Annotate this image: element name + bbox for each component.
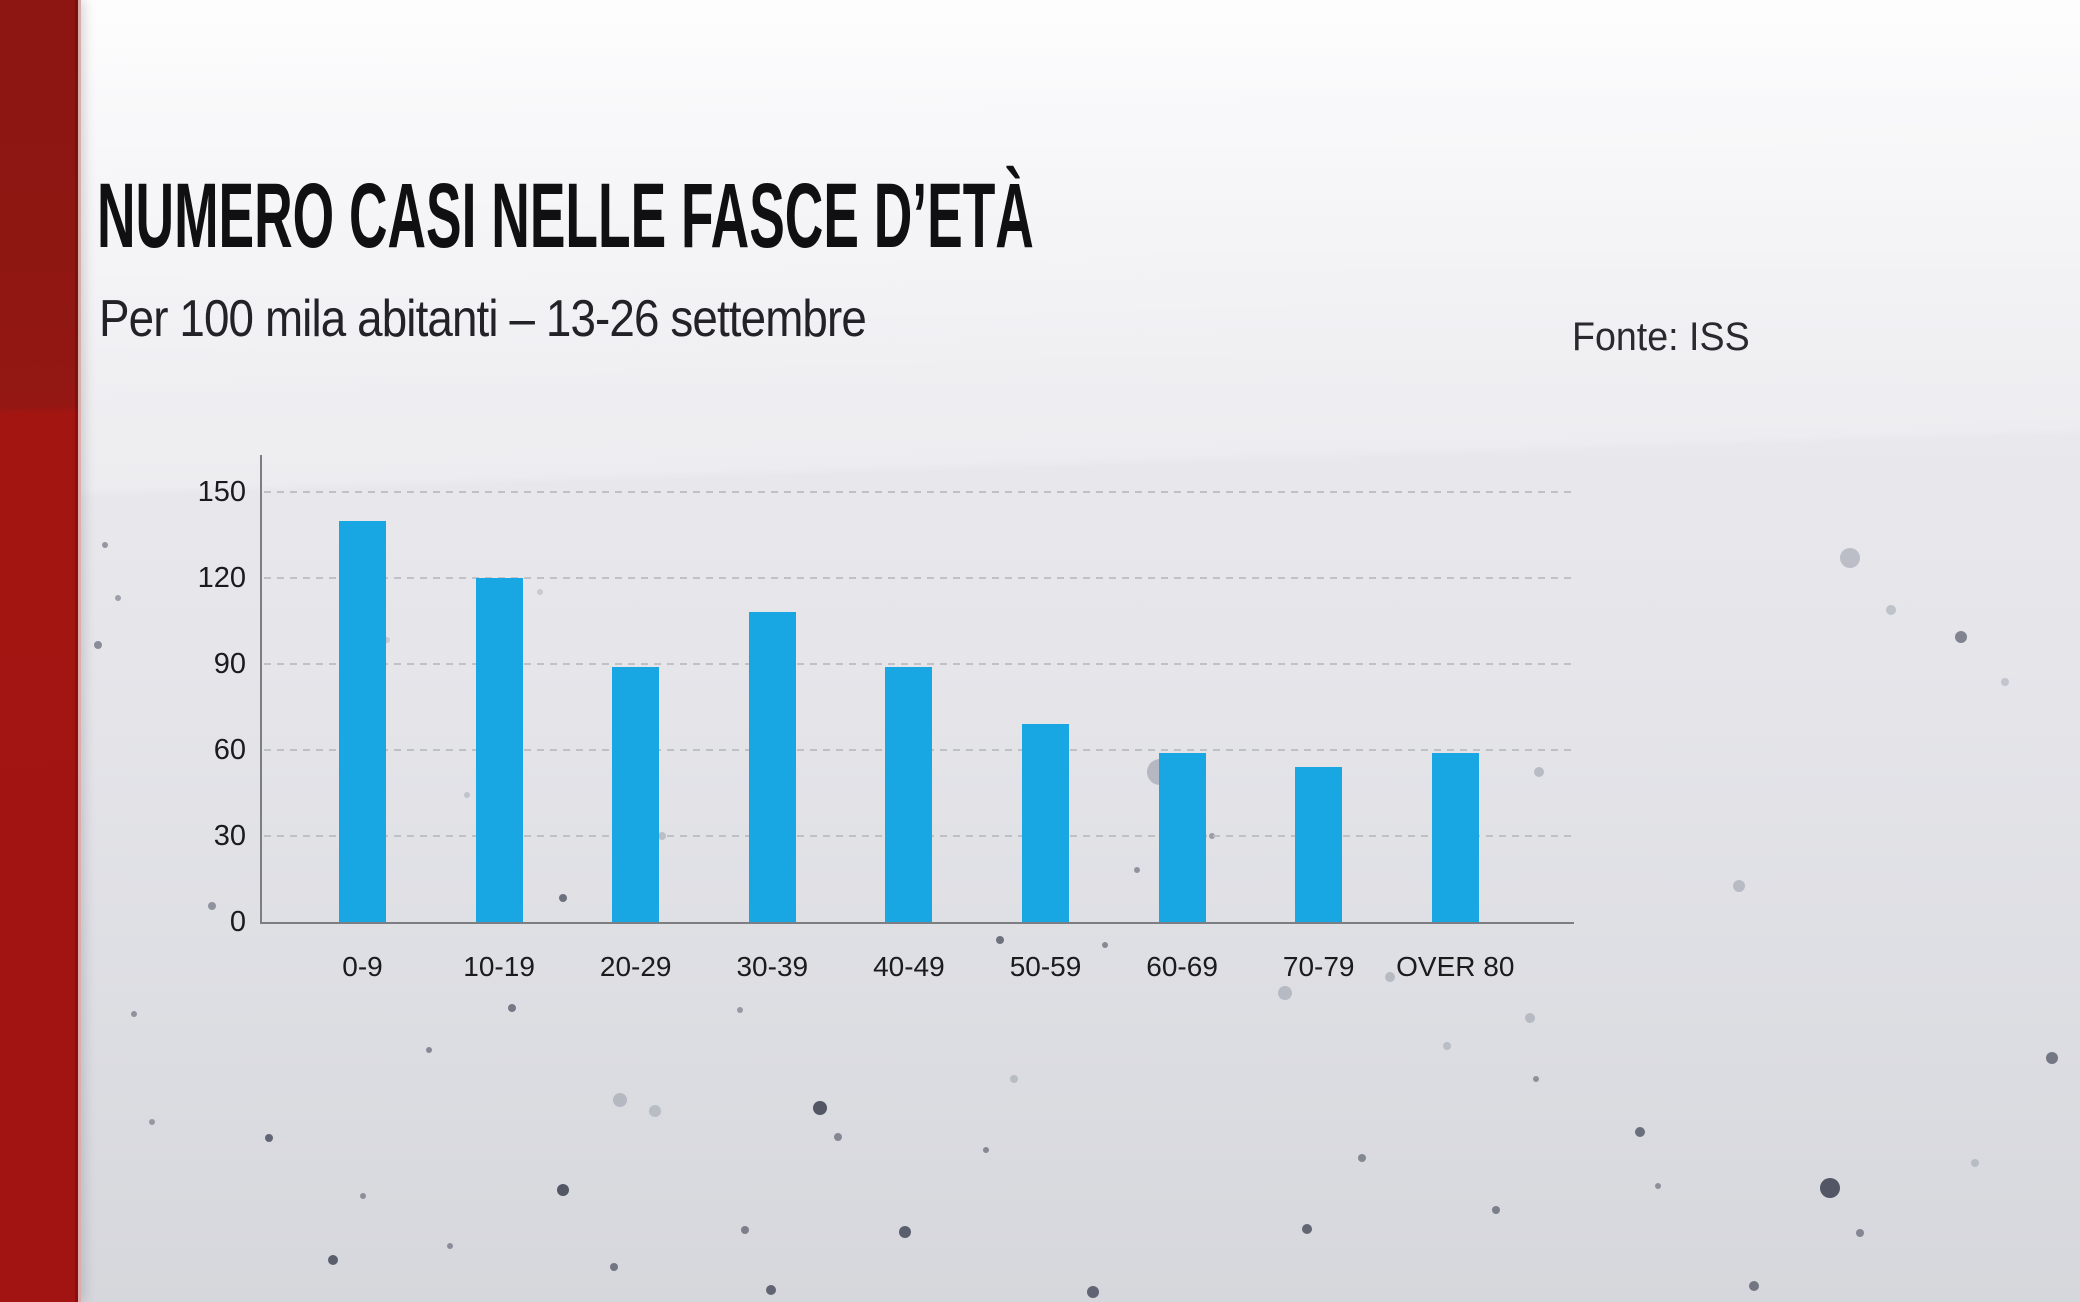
page-title: NUMERO CASI NELLE FASCE D’ETÀ [97,165,1034,267]
bar-50-59 [1022,724,1069,922]
source-label: Fonte: ISS [1572,315,1750,359]
bar-60-69 [1158,752,1206,922]
x-axis-label-70-79: 70-79 [1282,951,1355,982]
x-axis-label-30-39: 30-39 [736,951,809,982]
x-axis-label-50-59: 50-59 [1009,951,1082,982]
bar-0-9 [339,520,386,922]
bar-chart-plot-area: 0 30 60 90 120 150 0-9 10-19 20-29 30-39 40-49 50-5… [198,455,1574,982]
y-axis-label-150: 150 [197,476,246,508]
bar-20-29 [612,666,660,922]
y-axis-label-30: 30 [213,820,246,852]
y-axis-label-90: 90 [213,648,246,680]
x-axis-label-10-19: 10-19 [463,951,535,982]
y-axis-label-0: 0 [229,906,246,938]
page-subtitle: Per 100 mila abitanti – 13-26 settembre [99,290,867,348]
x-axis-label-60-69: 60-69 [1146,951,1218,982]
gridline-y-90 [264,663,1574,665]
gridline-y-120 [264,577,1574,579]
bar-over-80 [1431,752,1479,922]
bar-40-49 [885,666,933,922]
gridline-y-150 [264,491,1574,493]
y-axis-label-120: 120 [197,562,246,594]
bar-70-79 [1295,767,1343,922]
bar-30-39 [748,612,796,922]
x-axis-label-over-80: OVER 80 [1396,951,1515,982]
y-axis-label-60: 60 [213,734,246,766]
bar-10-19 [475,578,523,922]
x-axis-label-0-9: 0-9 [342,951,383,982]
x-axis-label-40-49: 40-49 [873,951,945,982]
x-axis-label-20-29: 20-29 [599,951,672,982]
